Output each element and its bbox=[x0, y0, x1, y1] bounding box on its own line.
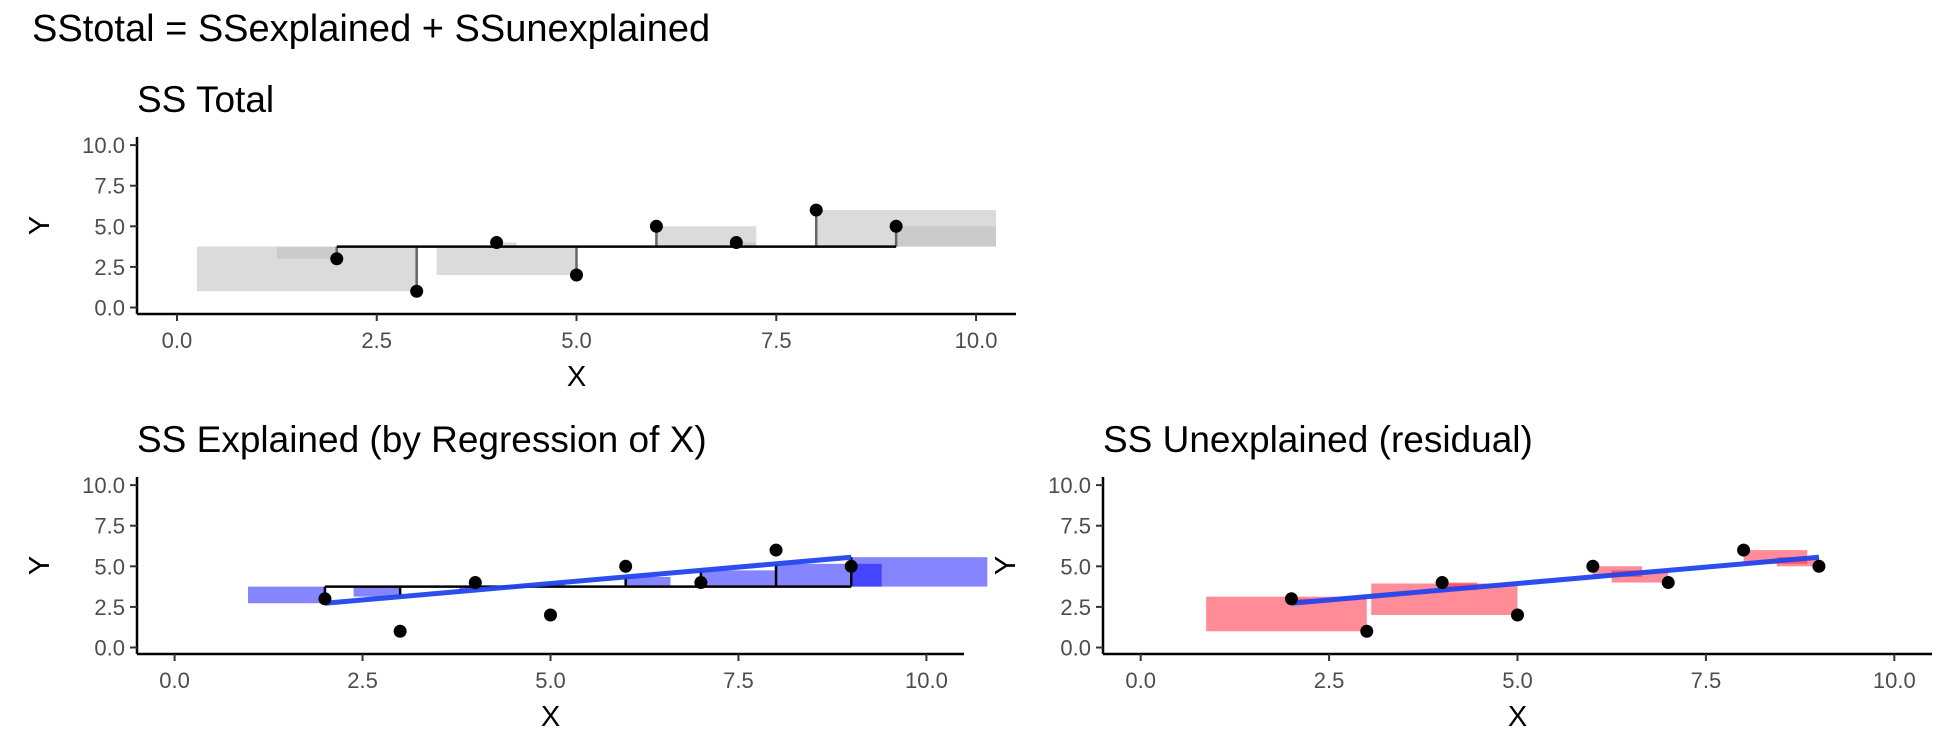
y-tick-label: 5.0 bbox=[1060, 554, 1091, 579]
x-axis-title: X bbox=[1508, 701, 1527, 733]
y-tick-label: 7.5 bbox=[1060, 514, 1091, 539]
ss-explained-square bbox=[353, 586, 401, 597]
y-tick-label: 5.0 bbox=[94, 214, 125, 239]
y-tick-label: 5.0 bbox=[94, 554, 125, 579]
ss-total-square bbox=[896, 226, 997, 247]
ss-total-square bbox=[436, 246, 577, 276]
data-point bbox=[1511, 608, 1524, 622]
data-point bbox=[570, 268, 583, 282]
ss-total-square bbox=[196, 246, 417, 292]
panel-title: SS Explained (by Regression of X) bbox=[137, 419, 707, 460]
ss-explained-square bbox=[851, 557, 988, 587]
panel-title: SS Total bbox=[137, 79, 274, 120]
panel-explained: SS Explained (by Regression of X) 0.0 2.5 5… bbox=[24, 419, 988, 733]
y-tick-label: 10.0 bbox=[1048, 473, 1091, 498]
ss-total-square bbox=[496, 242, 517, 247]
regression-line bbox=[324, 554, 852, 606]
ss-explained-square bbox=[248, 586, 325, 604]
data-point bbox=[544, 608, 557, 622]
y-tick-label: 10.0 bbox=[82, 473, 125, 498]
panel-unexplained: SS Unexplained (residual) 0.0 2.5 5.0 7.5 10.… bbox=[990, 419, 1932, 733]
y-tick-label: 10.0 bbox=[82, 133, 125, 158]
y-axis-title: Y bbox=[24, 556, 56, 575]
data-point bbox=[844, 559, 858, 573]
x-axis-title: X bbox=[567, 361, 586, 393]
y-tick-label: 7.5 bbox=[94, 174, 125, 199]
data-point bbox=[809, 203, 823, 217]
x-tick-label: 2.5 bbox=[1314, 668, 1345, 693]
data-point bbox=[1661, 576, 1675, 590]
data-point bbox=[1586, 559, 1600, 573]
y-tick-label: 2.5 bbox=[1060, 595, 1091, 620]
y-axis-title: Y bbox=[24, 216, 56, 235]
data-point bbox=[1435, 576, 1449, 590]
squares-layer bbox=[248, 557, 988, 604]
data-point bbox=[318, 592, 332, 606]
x-tick-label: 7.5 bbox=[723, 668, 754, 693]
squares-layer bbox=[196, 210, 997, 292]
x-tick-label: 2.5 bbox=[347, 668, 378, 693]
ss-explained-square bbox=[625, 576, 671, 587]
x-tick-label: 5.0 bbox=[1502, 668, 1533, 693]
y-tick-label: 7.5 bbox=[94, 514, 125, 539]
data-point bbox=[490, 236, 504, 250]
panel-total: SS Total 0.0 2.5 5.0 7.5 10.0 0.0 2.5 5.0 7.5 10.0… bbox=[24, 79, 1016, 393]
figure-title: SStotal = SSexplained + SSunexplained bbox=[32, 8, 711, 50]
ss-total-square bbox=[736, 242, 757, 247]
data-point bbox=[1284, 592, 1298, 606]
data-point bbox=[649, 219, 663, 233]
x-tick-label: 5.0 bbox=[535, 668, 566, 693]
ss-explained-square bbox=[700, 570, 777, 587]
regression-line bbox=[1291, 554, 1820, 606]
y-tick-label: 2.5 bbox=[94, 255, 125, 280]
x-tick-label: 10.0 bbox=[1873, 668, 1916, 693]
x-tick-label: 0.0 bbox=[162, 328, 193, 353]
x-tick-label: 7.5 bbox=[761, 328, 792, 353]
data-point bbox=[330, 252, 344, 266]
data-point bbox=[410, 284, 424, 298]
data-point bbox=[769, 543, 783, 557]
data-point bbox=[1360, 624, 1374, 638]
y-tick-label: 0.0 bbox=[94, 636, 125, 661]
x-tick-label: 0.0 bbox=[159, 668, 190, 693]
x-tick-label: 10.0 bbox=[905, 668, 948, 693]
y-tick-label: 0.0 bbox=[94, 296, 125, 321]
x-tick-label: 0.0 bbox=[1125, 668, 1156, 693]
data-point bbox=[729, 236, 743, 250]
ss-residual-square bbox=[1776, 557, 1819, 567]
panel-title: SS Unexplained (residual) bbox=[1103, 419, 1533, 460]
y-axis-title: Y bbox=[990, 556, 1022, 575]
x-axis-title: X bbox=[541, 701, 560, 733]
data-point bbox=[393, 624, 407, 638]
data-point bbox=[694, 576, 708, 590]
data-point bbox=[468, 576, 482, 590]
x-tick-label: 5.0 bbox=[561, 328, 592, 353]
x-tick-label: 7.5 bbox=[1691, 668, 1722, 693]
y-tick-label: 2.5 bbox=[94, 595, 125, 620]
y-tick-label: 0.0 bbox=[1060, 636, 1091, 661]
data-point bbox=[889, 219, 903, 233]
x-tick-label: 10.0 bbox=[955, 328, 998, 353]
x-tick-label: 2.5 bbox=[361, 328, 392, 353]
data-point bbox=[1812, 559, 1826, 573]
data-point bbox=[619, 559, 633, 573]
data-point bbox=[1737, 543, 1751, 557]
